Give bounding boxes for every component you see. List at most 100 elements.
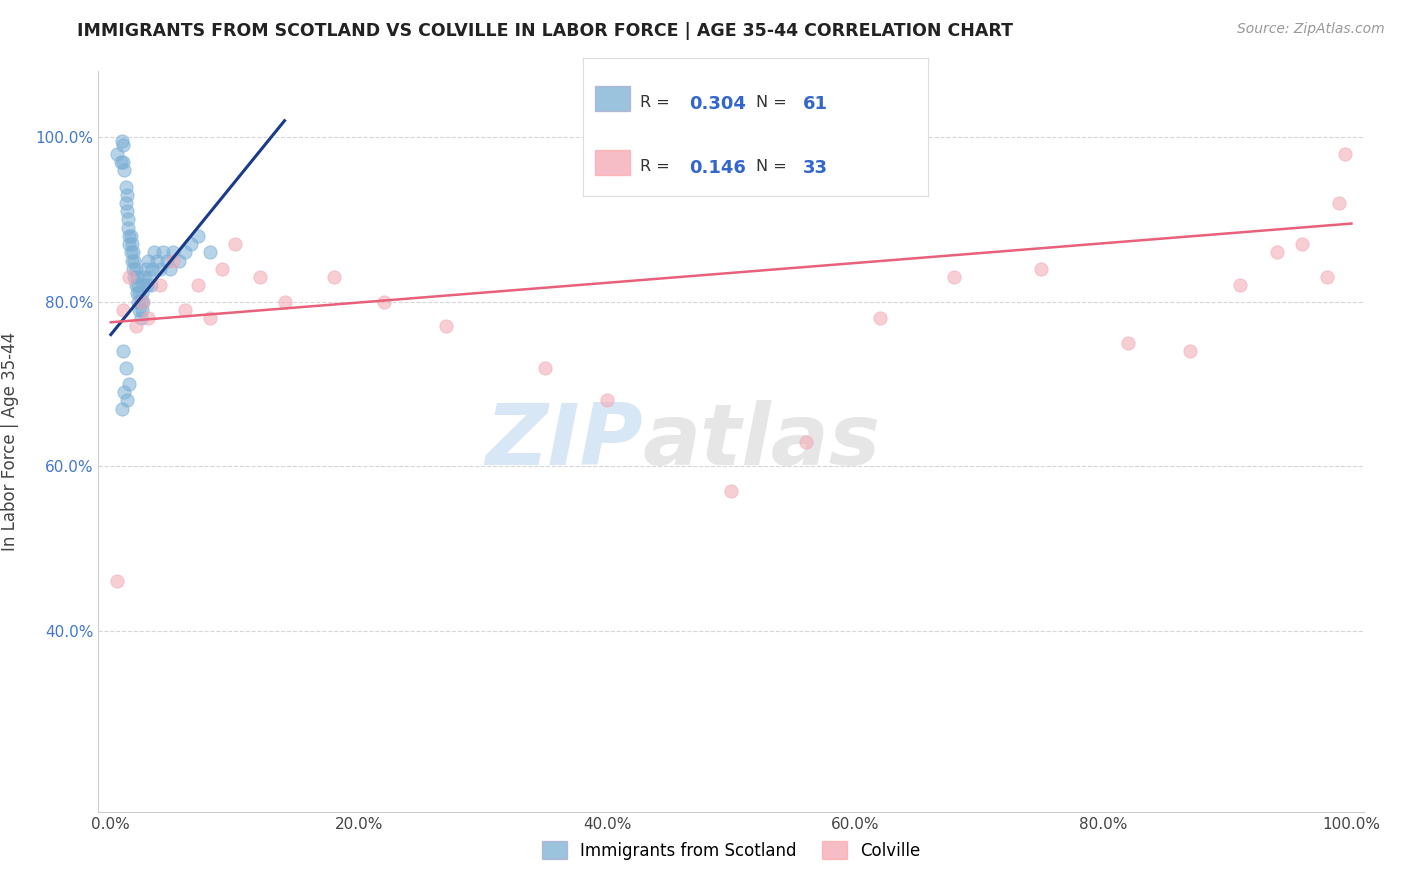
Point [131, 302, 153, 317]
Point [145, 253, 167, 268]
Point [120, 245, 142, 260]
Point [114, 360, 136, 375]
Point [1334, 146, 1357, 161]
Point [534, 360, 557, 375]
Point [124, 253, 146, 268]
Point [143, 245, 166, 260]
Point [136, 311, 159, 326]
Point [323, 270, 346, 285]
Text: 0.304: 0.304 [689, 95, 745, 113]
Point [112, 138, 135, 153]
Point [131, 294, 153, 309]
Point [156, 253, 179, 268]
Point [794, 434, 817, 449]
Point [114, 385, 136, 400]
Point [117, 212, 139, 227]
Text: N =: N = [756, 95, 793, 110]
Point [111, 134, 134, 148]
Point [187, 228, 209, 243]
Text: IMMIGRANTS FROM SCOTLAND VS COLVILLE IN LABOR FORCE | AGE 35-44 CORRELATION CHAR: IMMIGRANTS FROM SCOTLAND VS COLVILLE IN … [77, 22, 1014, 40]
Text: 61: 61 [803, 95, 828, 113]
Point [125, 286, 148, 301]
Point [139, 278, 162, 293]
Point [174, 245, 197, 260]
Text: R =: R = [640, 95, 675, 110]
Point [128, 302, 150, 317]
Point [105, 574, 128, 589]
Point [118, 270, 141, 285]
Point [1265, 245, 1288, 260]
Point [118, 237, 141, 252]
Text: 33: 33 [803, 159, 828, 177]
Point [115, 187, 138, 202]
Point [1291, 237, 1313, 252]
Point [125, 270, 148, 285]
Point [110, 154, 132, 169]
Point [1327, 196, 1350, 211]
Point [124, 278, 146, 293]
Point [135, 278, 157, 293]
Point [124, 261, 146, 276]
Point [122, 245, 145, 260]
Text: atlas: atlas [643, 400, 880, 483]
Text: R =: R = [640, 159, 675, 174]
Point [118, 376, 141, 391]
Point [1116, 335, 1139, 350]
Point [115, 393, 138, 408]
Text: Source: ZipAtlas.com: Source: ZipAtlas.com [1237, 22, 1385, 37]
Point [943, 270, 966, 285]
Legend: Immigrants from Scotland, Colville: Immigrants from Scotland, Colville [536, 835, 927, 866]
Point [122, 261, 145, 276]
Point [138, 270, 160, 285]
Point [373, 294, 395, 309]
Point [159, 261, 181, 276]
Point [129, 294, 152, 309]
Point [121, 237, 143, 252]
Point [105, 146, 128, 161]
Point [127, 294, 149, 309]
Point [114, 179, 136, 194]
Point [120, 228, 142, 243]
Point [211, 261, 233, 276]
Point [141, 261, 163, 276]
Point [187, 278, 209, 293]
Point [124, 319, 146, 334]
Point [132, 294, 155, 309]
Point [111, 401, 134, 416]
Point [121, 253, 143, 268]
Text: 0.146: 0.146 [689, 159, 745, 177]
Point [132, 278, 155, 293]
Y-axis label: In Labor Force | Age 35-44: In Labor Force | Age 35-44 [1, 332, 18, 551]
Point [162, 253, 184, 268]
Point [249, 270, 271, 285]
Point [180, 237, 202, 252]
Point [869, 311, 891, 326]
Point [112, 302, 135, 317]
Point [129, 311, 152, 326]
Point [112, 344, 135, 359]
Point [124, 270, 146, 285]
Point [131, 286, 153, 301]
Point [112, 154, 135, 169]
Point [596, 393, 619, 408]
Point [135, 261, 157, 276]
Point [174, 302, 197, 317]
Point [198, 245, 221, 260]
Point [1178, 344, 1201, 359]
Text: ZIP: ZIP [485, 400, 643, 483]
Point [1316, 270, 1339, 285]
Point [134, 270, 156, 285]
Point [115, 204, 138, 219]
Point [167, 253, 190, 268]
Point [1229, 278, 1251, 293]
Point [434, 319, 457, 334]
Point [720, 483, 742, 498]
Point [118, 228, 141, 243]
Point [114, 196, 136, 211]
Point [149, 278, 172, 293]
Point [224, 237, 246, 252]
Point [128, 286, 150, 301]
Point [152, 245, 174, 260]
Point [162, 245, 184, 260]
Point [149, 261, 172, 276]
